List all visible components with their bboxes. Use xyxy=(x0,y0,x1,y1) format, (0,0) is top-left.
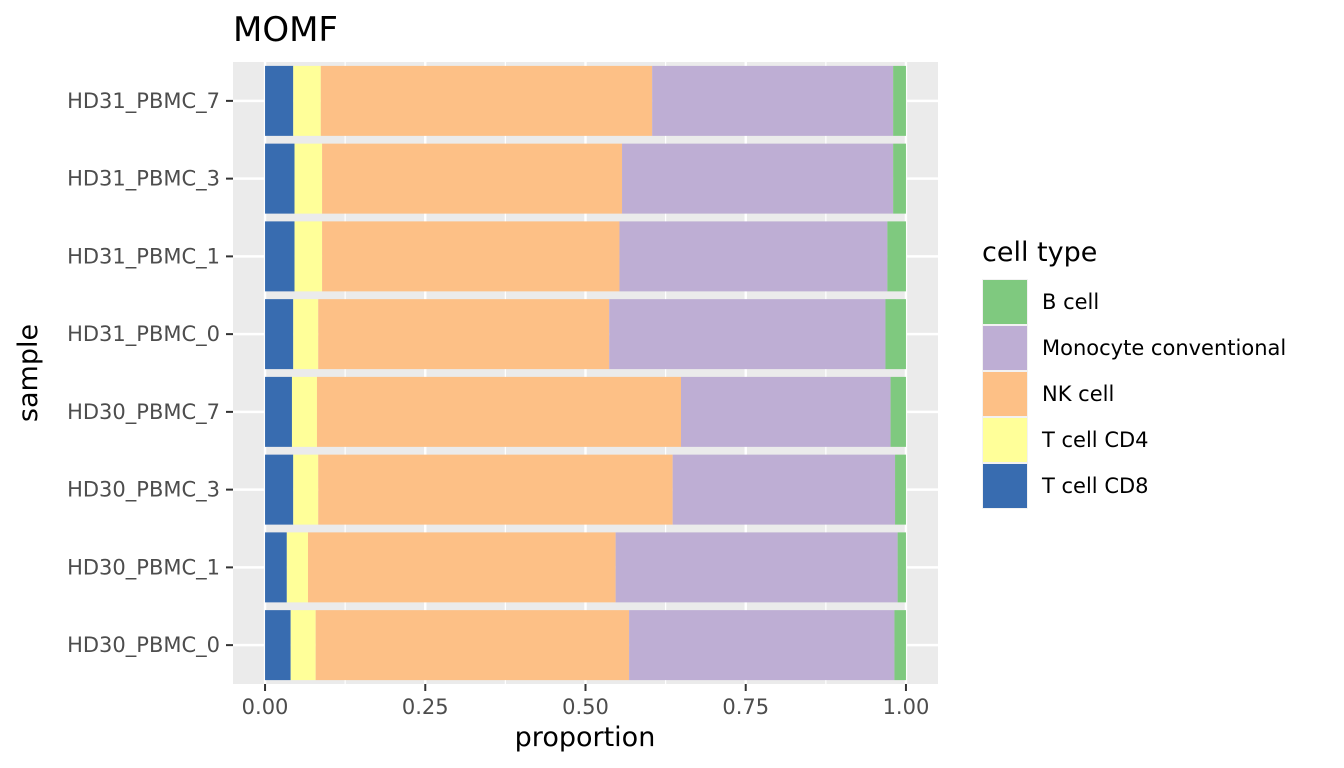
bar-segment xyxy=(315,610,630,681)
bar-segment xyxy=(680,376,891,447)
x-tick-label: 0.50 xyxy=(562,695,609,719)
bar-segment xyxy=(265,610,291,681)
bar-segment xyxy=(265,65,294,136)
y-tick-label: HD30_PBMC_0 xyxy=(67,633,220,658)
y-axis-title: sample xyxy=(13,324,44,422)
bar-segment xyxy=(609,299,886,370)
bar-segment xyxy=(672,454,896,525)
y-tick-label: HD30_PBMC_7 xyxy=(67,400,220,425)
legend-key xyxy=(983,464,1027,508)
bar-segment xyxy=(316,376,681,447)
legend-label: T cell CD4 xyxy=(1041,428,1149,452)
bar-segment xyxy=(265,376,292,447)
y-tick-label: HD31_PBMC_1 xyxy=(67,244,220,269)
y-tick-label: HD31_PBMC_3 xyxy=(67,167,220,192)
legend-label: NK cell xyxy=(1042,382,1114,406)
bar-segment xyxy=(615,532,898,603)
bar-segment xyxy=(893,143,906,214)
legend-key xyxy=(983,372,1027,416)
y-tick-label: HD30_PBMC_1 xyxy=(67,555,220,580)
y-axis: HD30_PBMC_0 HD30_PBMC_1 HD30_PBMC_3 HD30_PB… xyxy=(67,89,233,658)
bar-segment xyxy=(294,221,323,292)
bar-segment xyxy=(294,143,323,214)
x-axis: 0.00 0.25 0.50 0.75 1.00 xyxy=(242,684,930,719)
bar-segment xyxy=(893,65,906,136)
legend-title: cell type xyxy=(982,237,1097,268)
bar-segment xyxy=(290,610,316,681)
x-tick-label: 0.75 xyxy=(722,695,769,719)
bar-segment xyxy=(895,454,906,525)
chart-title: MOMF xyxy=(233,10,338,50)
legend-label: T cell CD8 xyxy=(1041,474,1149,498)
bar-segment xyxy=(265,454,294,525)
legend-label: B cell xyxy=(1042,290,1099,314)
bar-segment xyxy=(619,221,888,292)
legend: cell type B cell Monocyte conventional NK … xyxy=(982,237,1286,509)
legend-label: Monocyte conventional xyxy=(1042,336,1286,360)
bar-segment xyxy=(622,143,894,214)
bars xyxy=(265,65,906,681)
bar-segment xyxy=(320,65,653,136)
bar-segment xyxy=(291,376,317,447)
y-tick-label: HD31_PBMC_0 xyxy=(67,322,220,347)
bar-segment xyxy=(885,299,906,370)
bar-segment xyxy=(265,221,295,292)
bar-segment xyxy=(897,532,906,603)
bar-segment xyxy=(322,143,623,214)
bar-segment xyxy=(293,454,319,525)
x-axis-title: proportion xyxy=(515,722,656,753)
legend-key xyxy=(983,418,1027,462)
bar-segment xyxy=(265,143,295,214)
bar-segment xyxy=(307,532,616,603)
legend-key xyxy=(983,280,1027,324)
bar-segment xyxy=(265,299,294,370)
y-tick-label: HD31_PBMC_7 xyxy=(67,89,220,114)
bar-segment xyxy=(293,65,321,136)
bar-segment xyxy=(887,221,906,292)
bar-segment xyxy=(894,610,906,681)
x-tick-label: 1.00 xyxy=(883,695,930,719)
x-tick-label: 0.25 xyxy=(402,695,449,719)
bar-segment xyxy=(318,454,673,525)
y-tick-label: HD30_PBMC_3 xyxy=(67,478,220,503)
bar-segment xyxy=(293,299,319,370)
bar-segment xyxy=(265,532,287,603)
bar-segment xyxy=(286,532,308,603)
bar-segment xyxy=(322,221,620,292)
bar-segment xyxy=(629,610,895,681)
legend-key xyxy=(983,326,1027,370)
x-tick-label: 0.00 xyxy=(242,695,289,719)
bar-segment xyxy=(890,376,906,447)
bar-segment xyxy=(652,65,894,136)
bar-segment xyxy=(318,299,610,370)
